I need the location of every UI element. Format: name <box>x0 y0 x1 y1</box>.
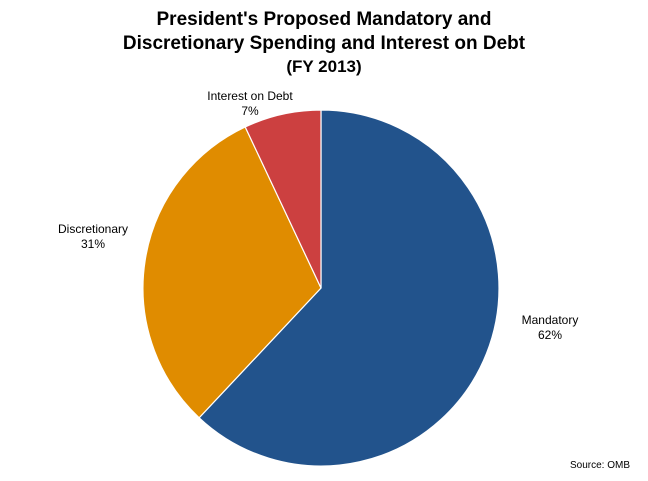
slice-value-discretionary: 31% <box>81 237 105 251</box>
slice-value-mandatory: 62% <box>538 328 562 342</box>
pie-slices <box>142 109 500 467</box>
pie-slice-discretionary <box>142 126 322 419</box>
chart-subtitle: (FY 2013) <box>286 57 362 76</box>
pie-slice-mandatory <box>198 109 500 467</box>
slice-label-mandatory: Mandatory <box>522 313 579 327</box>
chart-title-line-2: Discretionary Spending and Interest on D… <box>122 33 526 54</box>
slice-label-discretionary: Discretionary <box>58 222 128 236</box>
slice-value-interest-on-debt: 7% <box>241 104 259 118</box>
pie-slice-interest-on-debt <box>244 109 322 289</box>
chart-title-line-1: President's Proposed Mandatory and <box>156 9 492 30</box>
slice-label-interest-on-debt: Interest on Debt <box>207 89 293 103</box>
source-note: Source: OMB <box>569 460 630 471</box>
chart-title-block: President's Proposed Mandatory and Discr… <box>0 8 648 78</box>
